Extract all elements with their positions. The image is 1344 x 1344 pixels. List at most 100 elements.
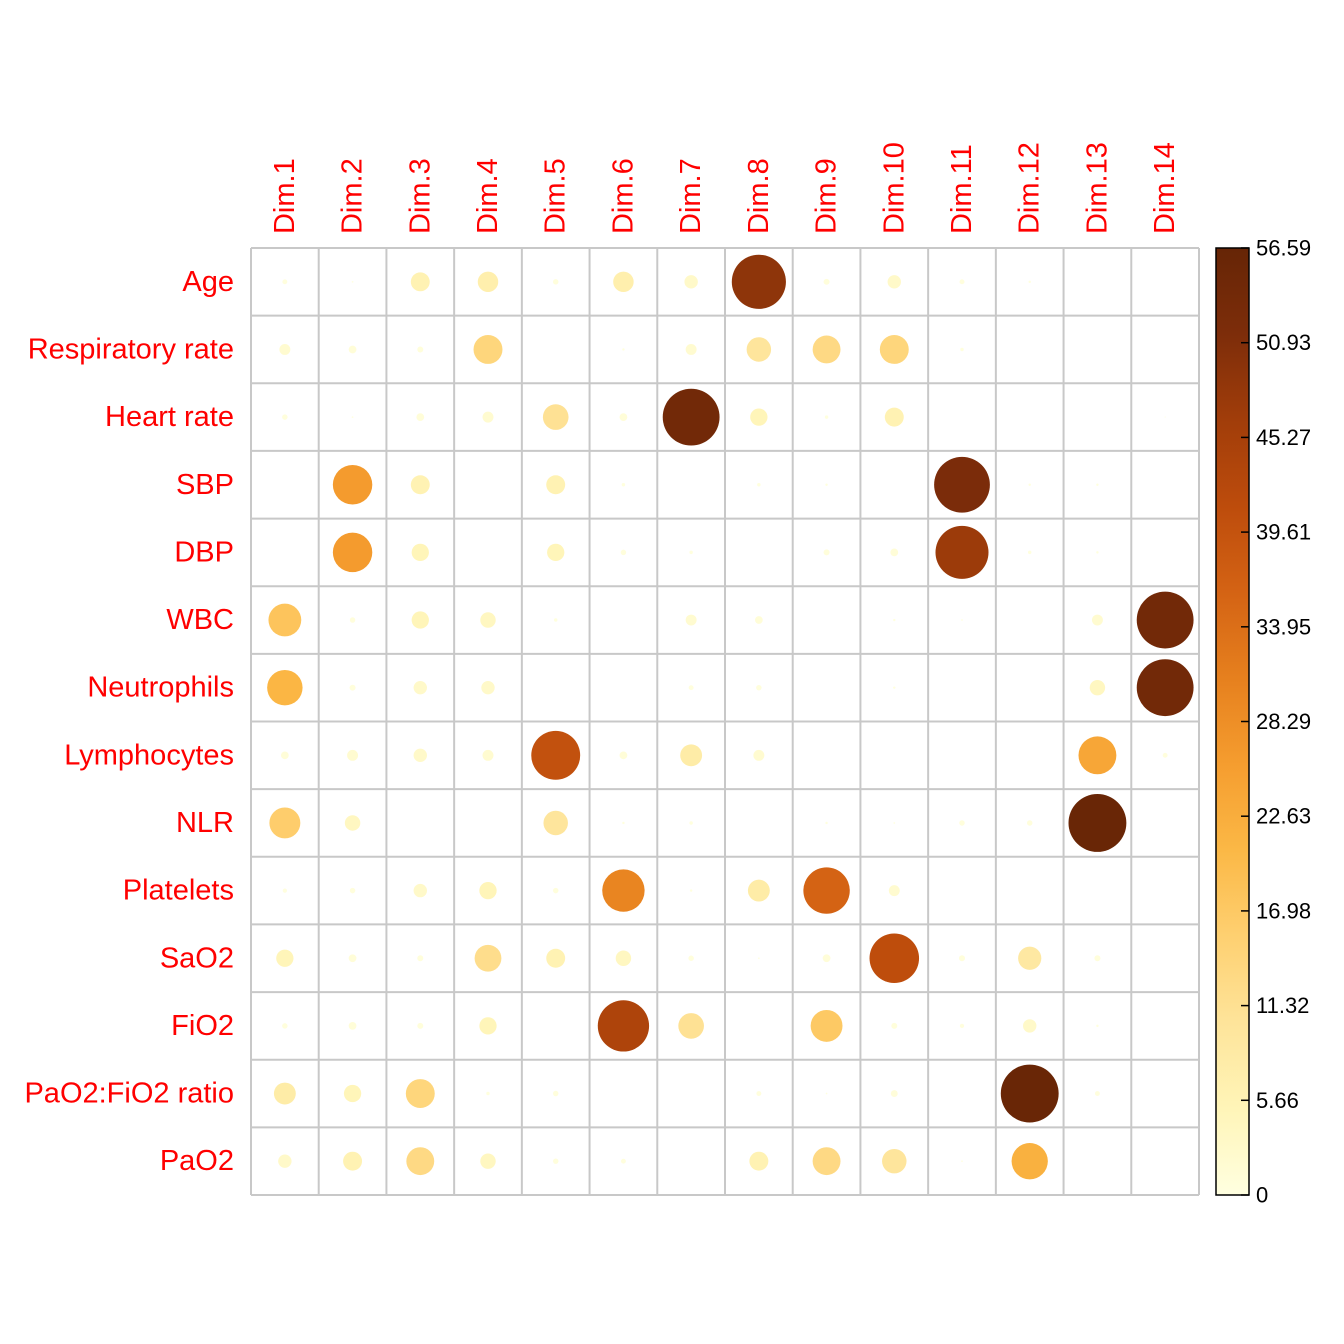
cell-circle — [825, 821, 828, 825]
colorbar-tick-label: 39.61 — [1256, 520, 1311, 545]
row-label: SBP — [176, 469, 234, 501]
cell-circle — [823, 549, 830, 556]
cell-circle — [479, 1017, 497, 1035]
row-label: NLR — [176, 807, 234, 839]
cell-circle — [893, 822, 896, 824]
cell-circle — [273, 1082, 296, 1105]
cell-circle — [410, 272, 430, 292]
column-label: Dim.3 — [404, 158, 436, 234]
colorbar-tick-label: 33.95 — [1256, 614, 1311, 639]
cell-circle — [810, 1009, 843, 1042]
cell-circle — [959, 955, 965, 962]
cell-circle — [620, 1158, 626, 1164]
column-label: Dim.11 — [946, 144, 978, 234]
cell-circle — [882, 1148, 907, 1174]
cell-circle — [823, 278, 830, 285]
cell-circle — [1000, 1064, 1059, 1123]
cell-circle — [749, 1151, 769, 1171]
cell-circle — [961, 1160, 963, 1163]
cell-circle — [754, 616, 763, 624]
cell-circle — [619, 413, 628, 421]
row-label: Neutrophils — [87, 672, 234, 704]
cell-circle — [413, 748, 427, 763]
cell-circle — [482, 411, 494, 423]
cell-circle — [959, 279, 965, 285]
cell-circle — [757, 957, 760, 960]
cell-circle — [347, 749, 359, 761]
cell-circle — [597, 1000, 650, 1052]
cell-circle — [615, 950, 632, 966]
cell-circle — [1089, 679, 1106, 696]
column-label: Dim.6 — [607, 158, 639, 234]
cell-circle — [1023, 1019, 1037, 1033]
cell-circle — [543, 810, 568, 836]
cell-circle — [685, 343, 697, 355]
cell-circle — [542, 404, 569, 430]
cell-circle — [621, 483, 626, 487]
cell-circle — [479, 881, 497, 900]
cell-circle — [602, 869, 645, 912]
row-label: DBP — [174, 536, 234, 568]
cell-circle — [890, 1090, 898, 1097]
cell-circle — [1028, 280, 1031, 284]
cell-circle — [351, 416, 354, 418]
cell-circle — [879, 334, 909, 364]
cell-circle — [750, 408, 768, 426]
column-label: Dim.9 — [811, 158, 843, 234]
cell-circle — [553, 618, 558, 622]
column-label: Dim.2 — [337, 158, 369, 234]
cell-circle — [869, 933, 920, 984]
grid-lines — [250, 247, 1200, 1196]
colorbar-tick-label: 45.27 — [1256, 425, 1311, 450]
cell-circle — [416, 413, 425, 421]
cell-circle — [961, 619, 963, 621]
column-label: Dim.5 — [540, 158, 572, 234]
cell-circle — [1091, 614, 1103, 626]
cell-circle — [959, 820, 965, 826]
cell-circle — [812, 1147, 841, 1176]
colorbar-tick-label: 22.63 — [1256, 804, 1311, 829]
cell-circle — [410, 475, 430, 495]
correlation-circles — [267, 254, 1194, 1180]
cell-circle — [278, 1154, 292, 1168]
cell-circle — [662, 388, 720, 446]
cell-circle — [934, 456, 990, 513]
cell-circle — [622, 821, 625, 825]
column-label: Dim.14 — [1149, 142, 1181, 234]
cell-circle — [552, 887, 559, 894]
cell-circle — [1096, 551, 1099, 554]
cell-circle — [417, 955, 424, 962]
cell-circle — [531, 730, 581, 780]
cell-circle — [613, 271, 634, 293]
cell-circle — [267, 669, 303, 706]
cell-circle — [349, 617, 356, 623]
cell-circle — [812, 335, 841, 364]
cell-circle — [746, 337, 772, 362]
cell-circle — [1026, 820, 1033, 826]
cell-circle — [1136, 659, 1194, 717]
cell-circle — [893, 686, 896, 689]
cell-circle — [619, 751, 628, 760]
cell-circle — [689, 550, 693, 555]
cell-circle — [411, 543, 429, 562]
colorbar-tick-label: 50.93 — [1256, 330, 1311, 355]
colorbar-tick-label: 28.29 — [1256, 709, 1311, 734]
cell-circle — [546, 948, 566, 968]
cell-circle — [960, 347, 964, 352]
cell-circle — [678, 1013, 704, 1039]
cell-circle — [689, 889, 693, 892]
colorbar-tick-label: 5.66 — [1256, 1088, 1299, 1113]
cell-circle — [688, 685, 694, 691]
cell-circle — [1011, 1143, 1048, 1180]
cell-circle — [344, 815, 361, 831]
row-label: WBC — [166, 604, 234, 636]
cell-circle — [803, 867, 850, 914]
cell-circle — [552, 1090, 559, 1097]
cell-circle — [481, 680, 495, 695]
cell-circle — [282, 414, 288, 420]
cell-circle — [417, 1022, 424, 1029]
column-label: Dim.1 — [269, 158, 301, 234]
cell-circle — [685, 614, 697, 626]
cell-circle — [269, 807, 301, 839]
cell-circle — [825, 483, 828, 486]
